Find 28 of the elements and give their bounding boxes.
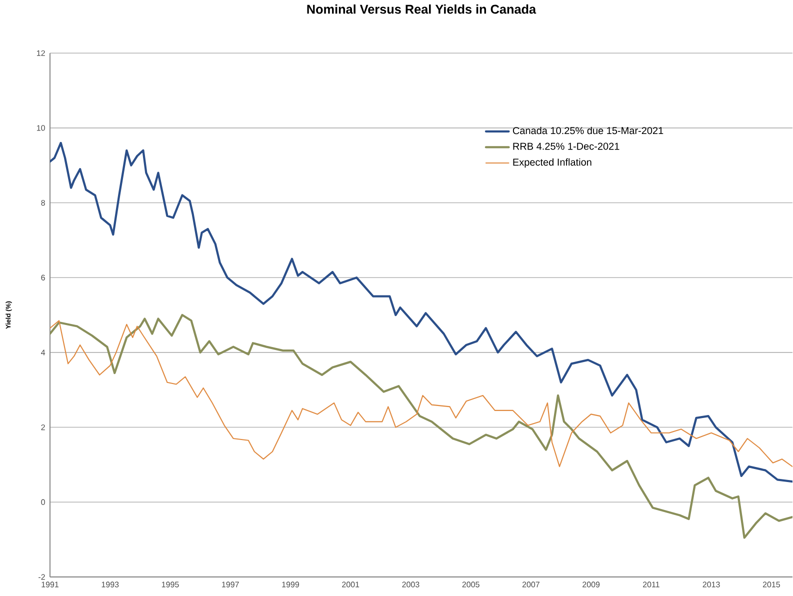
legend-label: RRB 4.25% 1-Dec-2021 — [513, 142, 620, 150]
y-tick-label: 10 — [36, 125, 45, 131]
x-tick-label: 1999 — [282, 582, 299, 588]
line-series — [50, 142, 792, 483]
x-tick-label: 2007 — [522, 582, 540, 588]
y-tick-label: 0 — [41, 499, 45, 505]
x-tick-label: 2001 — [342, 582, 360, 588]
chart-title: Nominal Versus Real Yields in Canada — [307, 4, 536, 14]
x-tick-label: 2009 — [582, 582, 600, 588]
x-tick-label: 2005 — [462, 582, 480, 588]
line-series — [50, 314, 792, 539]
y-tick-label: -2 — [38, 574, 45, 580]
y-tick-label: 8 — [41, 200, 45, 206]
y-tick-label: 2 — [41, 424, 45, 430]
x-tick-label: 2013 — [702, 582, 720, 588]
x-tick-label: 2003 — [402, 582, 420, 588]
x-tick-label: 1997 — [222, 582, 239, 588]
legend-label: Expected Inflation — [513, 158, 592, 168]
x-tick-label: 2015 — [762, 582, 780, 588]
x-tick-label: 2011 — [642, 582, 660, 588]
x-tick-label: 1993 — [102, 582, 119, 588]
line-series — [50, 320, 792, 468]
legend-label: Canada 10.25% due 15-Mar-2021 — [512, 126, 664, 134]
y-tick-label: 4 — [41, 350, 46, 356]
x-tick-label: 1995 — [162, 582, 179, 588]
y-tick-label: 6 — [41, 274, 45, 280]
x-tick-label: 1991 — [42, 582, 58, 588]
y-tick-label: 12 — [36, 50, 45, 56]
